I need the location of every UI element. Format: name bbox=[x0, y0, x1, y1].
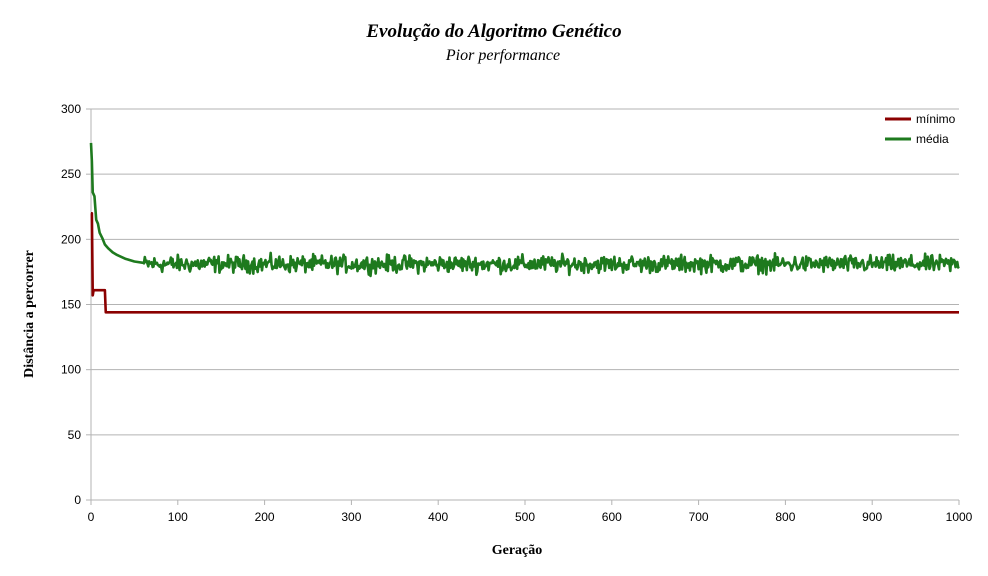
series-line-1 bbox=[89, 142, 960, 278]
ytick-label-50: 50 bbox=[68, 428, 82, 442]
series-line-0 bbox=[90, 211, 959, 314]
chart-subtitle: Pior performance bbox=[445, 47, 561, 64]
ytick-label-300: 300 bbox=[61, 102, 81, 116]
y-axis-title: Distância a percorrer bbox=[22, 250, 37, 378]
xtick-label-300: 300 bbox=[341, 510, 361, 524]
xtick-label-700: 700 bbox=[689, 510, 709, 524]
ytick-label-0: 0 bbox=[74, 493, 81, 507]
xtick-label-1000: 1000 bbox=[946, 510, 973, 524]
ytick-label-250: 250 bbox=[61, 167, 81, 181]
xtick-label-800: 800 bbox=[775, 510, 795, 524]
xtick-label-900: 900 bbox=[862, 510, 882, 524]
xtick-label-600: 600 bbox=[602, 510, 622, 524]
x-axis-title: Geração bbox=[492, 543, 543, 558]
xtick-label-500: 500 bbox=[515, 510, 535, 524]
chart-title: Evolução do Algoritmo Genético bbox=[366, 21, 622, 42]
xtick-label-100: 100 bbox=[168, 510, 188, 524]
xtick-label-0: 0 bbox=[88, 510, 95, 524]
ytick-label-100: 100 bbox=[61, 363, 81, 377]
legend-label-0: mínimo bbox=[916, 112, 956, 126]
ytick-label-200: 200 bbox=[61, 232, 81, 246]
xtick-label-400: 400 bbox=[428, 510, 448, 524]
xtick-label-200: 200 bbox=[255, 510, 275, 524]
legend-label-1: média bbox=[916, 132, 949, 146]
ytick-label-150: 150 bbox=[61, 298, 81, 312]
